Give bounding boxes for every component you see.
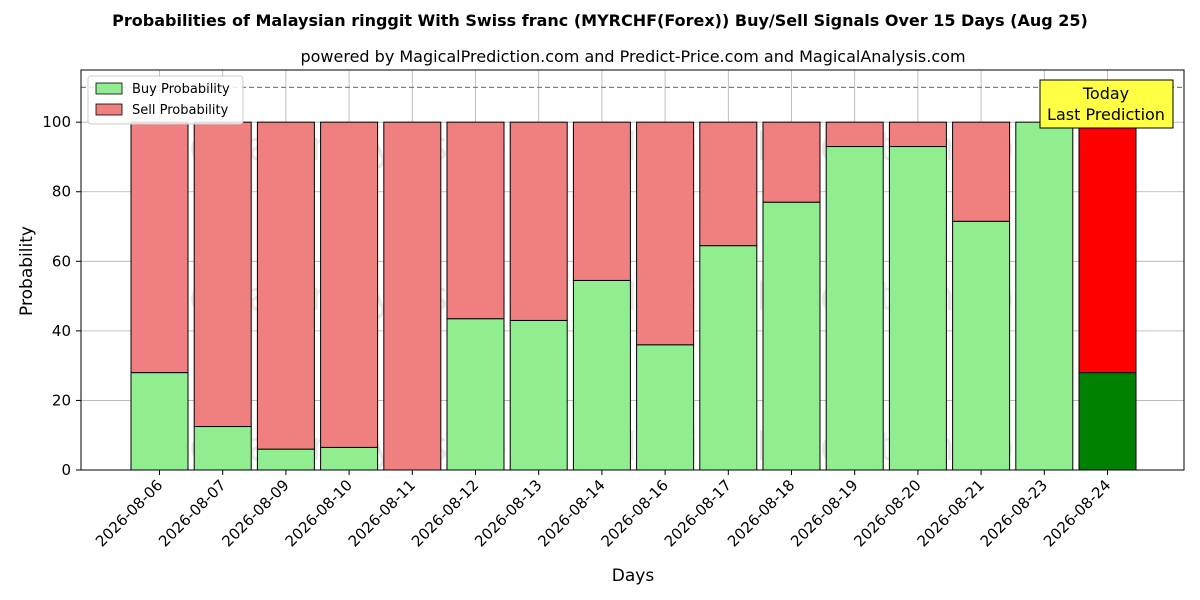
sell-bar bbox=[572, 121, 631, 281]
x-tick-label: 2026-08-10 bbox=[282, 476, 356, 550]
sell-bar bbox=[636, 121, 695, 346]
legend-sell-swatch bbox=[95, 103, 123, 116]
x-tick-label: 2026-08-19 bbox=[787, 476, 861, 550]
sell-bar bbox=[1078, 121, 1137, 374]
today-annotation-line2: Last Prediction bbox=[1047, 105, 1165, 124]
x-tick-label: 2026-08-18 bbox=[724, 476, 798, 550]
buy-bar bbox=[130, 372, 189, 471]
legend-sell-label: Sell Probability bbox=[132, 103, 229, 118]
y-tick-label: 60 bbox=[52, 252, 71, 270]
chart-title: Probabilities of Malaysian ringgit With … bbox=[112, 11, 1088, 30]
x-tick-label: 2026-08-14 bbox=[534, 476, 608, 550]
sell-bar bbox=[509, 121, 568, 321]
buy-bar bbox=[193, 426, 252, 471]
bars-layer bbox=[130, 121, 1137, 471]
y-tick-label: 100 bbox=[42, 113, 71, 131]
x-tick-label: 2026-08-12 bbox=[408, 476, 482, 550]
sell-bar bbox=[699, 121, 758, 247]
buy-bar bbox=[952, 220, 1011, 471]
sell-bar bbox=[888, 121, 947, 148]
x-tick-label: 2026-08-17 bbox=[661, 476, 735, 550]
x-axis: 2026-08-062026-08-072026-08-092026-08-10… bbox=[92, 470, 1114, 550]
x-tick-label: 2026-08-11 bbox=[345, 476, 419, 550]
y-tick-label: 0 bbox=[61, 461, 71, 479]
x-tick-label: 2026-08-21 bbox=[914, 476, 988, 550]
x-tick-label: 2026-08-13 bbox=[471, 476, 545, 550]
today-annotation: Today Last Prediction bbox=[1039, 79, 1174, 129]
buy-bar bbox=[320, 446, 379, 471]
x-tick-label: 2026-08-07 bbox=[155, 476, 229, 550]
x-tick-label: 2026-08-09 bbox=[218, 476, 292, 550]
y-axis: 0 20 40 60 80 100 bbox=[42, 113, 81, 479]
y-axis-label: Probability bbox=[17, 226, 37, 316]
sell-bar bbox=[952, 121, 1011, 222]
sell-bar bbox=[130, 121, 189, 374]
x-tick-label: 2026-08-24 bbox=[1040, 476, 1114, 550]
buy-bar bbox=[888, 146, 947, 471]
buy-bar bbox=[1078, 372, 1137, 471]
sell-bar bbox=[446, 121, 505, 320]
legend-buy-swatch bbox=[95, 82, 123, 95]
buy-bar bbox=[636, 344, 695, 471]
sell-bar bbox=[320, 121, 379, 448]
buy-bar bbox=[509, 319, 568, 471]
y-tick-label: 80 bbox=[52, 183, 71, 201]
buy-bar bbox=[762, 201, 821, 471]
x-tick-label: 2026-08-23 bbox=[977, 476, 1051, 550]
chart-subtitle: powered by MagicalPrediction.com and Pre… bbox=[300, 47, 965, 66]
sell-bar bbox=[256, 121, 315, 450]
sell-bar bbox=[825, 121, 884, 148]
legend-buy-label: Buy Probability bbox=[132, 82, 230, 97]
buy-bar bbox=[825, 146, 884, 471]
legend: Buy Probability Sell Probability bbox=[87, 75, 244, 125]
sell-bar bbox=[193, 121, 252, 428]
sell-bar bbox=[383, 121, 442, 471]
x-tick-label: 2026-08-20 bbox=[850, 476, 924, 550]
y-tick-label: 20 bbox=[52, 391, 71, 409]
y-tick-label: 40 bbox=[52, 322, 71, 340]
sell-bar bbox=[762, 121, 821, 203]
x-tick-label: 2026-08-16 bbox=[598, 476, 672, 550]
legend-box bbox=[87, 75, 244, 125]
plot-frame bbox=[80, 69, 1185, 471]
x-tick-label: 2026-08-06 bbox=[92, 476, 166, 550]
buy-bar bbox=[572, 279, 631, 471]
buy-bar bbox=[446, 318, 505, 471]
buy-bar bbox=[256, 448, 315, 471]
buy-bar bbox=[1015, 121, 1074, 471]
today-annotation-box bbox=[1039, 79, 1174, 129]
x-axis-label: Days bbox=[612, 566, 655, 586]
buy-bar bbox=[699, 245, 758, 471]
today-annotation-line1: Today bbox=[1082, 84, 1129, 103]
